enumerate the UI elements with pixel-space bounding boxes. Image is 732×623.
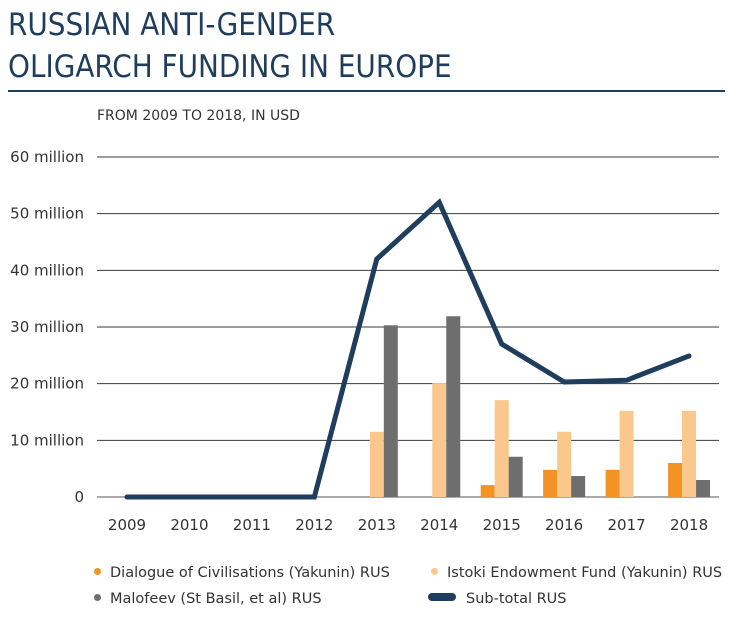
bar-dialogue-2017 <box>605 469 620 497</box>
chart-title: RUSSIAN ANTI-GENDER OLIGARCH FUNDING IN … <box>8 4 452 88</box>
y-tick-label: 0 <box>74 488 84 506</box>
bar-istoki-2018 <box>682 410 697 497</box>
bar-istoki-2017 <box>619 410 634 497</box>
legend-swatch-dialogue <box>94 567 101 575</box>
x-tick-label: 2018 <box>670 516 708 534</box>
x-tick-label: 2011 <box>233 516 271 534</box>
x-tick-label: 2013 <box>358 516 396 534</box>
bar-malofeev-2013 <box>383 325 398 497</box>
y-tick-label: 30 million <box>10 318 84 336</box>
legend-label-subtotal: Sub-total RUS <box>466 591 567 607</box>
legend-item-subtotal: Sub-total RUS <box>428 591 567 607</box>
legend-label-istoki: Istoki Endowment Fund (Yakunin) RUS <box>447 565 723 581</box>
legend-swatch-subtotal <box>428 593 456 601</box>
bar-dialogue-2015 <box>480 485 495 497</box>
legend-swatch-istoki <box>431 567 438 575</box>
bar-malofeev-2014 <box>446 316 461 497</box>
legend-item-dialogue: Dialogue of Civilisations (Yakunin) RUS <box>94 565 390 581</box>
legend-label-dialogue: Dialogue of Civilisations (Yakunin) RUS <box>110 565 390 581</box>
bar-istoki-2016 <box>557 431 572 497</box>
chart-title-line-1: RUSSIAN ANTI-GENDER <box>8 7 336 43</box>
x-tick-label: 2010 <box>170 516 208 534</box>
chart-title-line-2: OLIGARCH FUNDING IN EUROPE <box>8 49 452 85</box>
y-tick-label: 20 million <box>10 375 84 393</box>
bar-malofeev-2016 <box>571 476 586 497</box>
legend-item-istoki: Istoki Endowment Fund (Yakunin) RUS <box>431 565 722 581</box>
bar-malofeev-2018 <box>696 480 711 497</box>
bar-dialogue-2016 <box>543 469 558 497</box>
title-divider <box>8 90 725 92</box>
legend-swatch-malofeev <box>94 593 101 601</box>
x-tick-label: 2012 <box>295 516 333 534</box>
x-tick-label: 2017 <box>608 516 646 534</box>
x-tick-label: 2015 <box>483 516 521 534</box>
bar-dialogue-2018 <box>668 463 683 497</box>
legend-label-malofeev: Malofeev (St Basil, et al) RUS <box>110 591 322 607</box>
bar-malofeev-2015 <box>508 456 523 497</box>
legend-item-malofeev: Malofeev (St Basil, et al) RUS <box>94 591 322 607</box>
bar-istoki-2015 <box>494 400 509 497</box>
bar-istoki-2014 <box>432 383 447 497</box>
bar-istoki-2013 <box>369 431 384 497</box>
y-tick-label: 50 million <box>10 205 84 223</box>
x-tick-label: 2016 <box>545 516 583 534</box>
subtotal-line <box>124 198 692 500</box>
x-tick-label: 2014 <box>420 516 458 534</box>
y-tick-label: 60 million <box>10 148 84 166</box>
chart-subtitle: FROM 2009 TO 2018, IN USD <box>97 108 300 124</box>
x-tick-label: 2009 <box>108 516 146 534</box>
y-tick-label: 40 million <box>10 261 84 279</box>
y-tick-label: 10 million <box>10 431 84 449</box>
